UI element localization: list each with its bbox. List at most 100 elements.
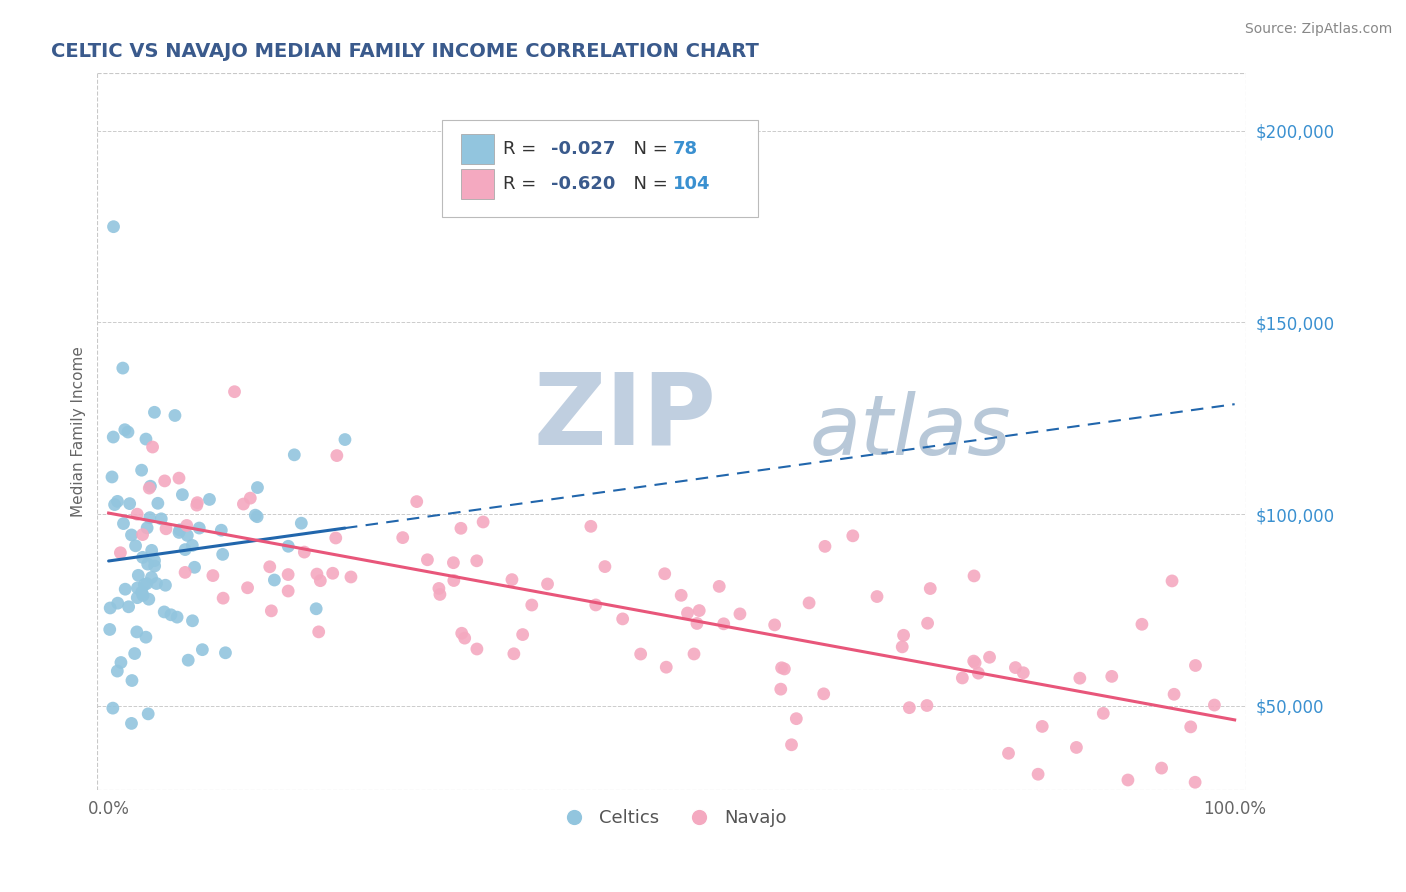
Point	[125, 624, 148, 639]
Point	[177, 653, 200, 667]
Point	[763, 618, 786, 632]
Point	[191, 642, 214, 657]
Point	[472, 515, 495, 529]
Point	[160, 607, 183, 622]
Point	[950, 671, 973, 685]
Point	[963, 569, 986, 583]
Point	[166, 610, 188, 624]
Point	[127, 581, 149, 595]
Point	[98, 623, 121, 637]
Point	[520, 598, 543, 612]
Point	[139, 479, 162, 493]
Point	[1066, 740, 1088, 755]
Point	[709, 579, 731, 593]
Point	[427, 582, 450, 596]
Point	[132, 588, 155, 602]
Point	[593, 559, 616, 574]
Point	[135, 630, 157, 644]
Point	[325, 531, 347, 545]
Point	[101, 470, 124, 484]
Point	[1204, 698, 1226, 712]
Point	[785, 712, 807, 726]
Point	[172, 488, 194, 502]
Point	[142, 440, 165, 454]
Point	[183, 560, 205, 574]
Point	[391, 531, 413, 545]
Point	[118, 497, 141, 511]
Point	[139, 510, 162, 524]
Point	[1184, 775, 1206, 789]
Point	[655, 660, 678, 674]
Point	[997, 746, 1019, 760]
Point	[224, 384, 246, 399]
Point	[107, 494, 129, 508]
Point	[245, 508, 267, 523]
Point	[630, 647, 652, 661]
Point	[465, 642, 488, 657]
Point	[1180, 720, 1202, 734]
Point	[186, 498, 208, 512]
Point	[683, 647, 706, 661]
Point	[842, 529, 865, 543]
Text: atlas: atlas	[810, 392, 1011, 472]
Point	[277, 539, 299, 553]
Point	[688, 604, 710, 618]
Point	[866, 590, 889, 604]
Point	[143, 554, 166, 568]
Text: R =: R =	[503, 175, 541, 193]
Point	[201, 568, 224, 582]
Point	[292, 545, 315, 559]
Text: N =: N =	[623, 140, 673, 159]
Point	[612, 612, 634, 626]
Point	[135, 576, 157, 591]
Point	[1004, 660, 1026, 674]
Point	[917, 616, 939, 631]
Point	[963, 654, 986, 668]
Point	[127, 591, 149, 605]
Point	[769, 682, 792, 697]
Point	[283, 448, 305, 462]
Point	[405, 494, 427, 508]
Text: ZIP: ZIP	[534, 368, 717, 466]
Point	[429, 587, 451, 601]
Point	[1031, 719, 1053, 733]
Point	[143, 559, 166, 574]
Point	[305, 567, 328, 582]
Point	[136, 557, 159, 571]
Text: 104: 104	[673, 175, 710, 193]
Point	[138, 481, 160, 495]
Point	[131, 550, 153, 565]
Point	[131, 463, 153, 477]
Point	[416, 553, 439, 567]
Point	[290, 516, 312, 531]
Point	[212, 591, 235, 606]
Point	[770, 661, 793, 675]
Point	[114, 423, 136, 437]
Point	[441, 556, 464, 570]
Point	[127, 568, 149, 582]
Point	[898, 700, 921, 714]
Point	[965, 656, 987, 670]
Point	[773, 662, 796, 676]
Point	[136, 706, 159, 721]
Point	[155, 522, 177, 536]
Point	[169, 523, 191, 537]
Point	[277, 584, 299, 599]
Text: R =: R =	[503, 140, 541, 159]
Point	[153, 474, 176, 488]
Point	[145, 576, 167, 591]
Point	[124, 647, 146, 661]
Bar	[461, 135, 494, 164]
Point	[134, 577, 156, 591]
Point	[979, 650, 1001, 665]
Point	[1012, 665, 1035, 680]
Point	[1184, 658, 1206, 673]
Point	[512, 627, 534, 641]
Point	[176, 528, 198, 542]
Point	[260, 604, 283, 618]
Point	[232, 497, 254, 511]
Point	[107, 596, 129, 610]
Point	[103, 219, 125, 234]
Point	[111, 361, 134, 376]
Point	[155, 578, 177, 592]
